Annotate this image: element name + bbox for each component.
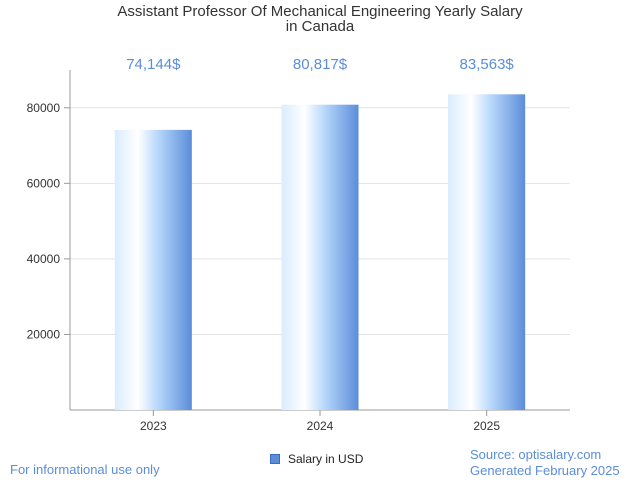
bar-2023 xyxy=(114,129,192,410)
axes: 20000 40000 60000 80000 2023 2024 2025 xyxy=(27,70,570,433)
bar-2024 xyxy=(281,104,359,410)
y-tick-label: 60000 xyxy=(27,176,61,190)
legend-label: Salary in USD xyxy=(288,452,364,466)
data-label: 74,144$ xyxy=(126,56,181,73)
generated-text: Generated February 2025 xyxy=(470,463,620,478)
bars xyxy=(114,94,526,410)
y-tick-label: 20000 xyxy=(27,327,61,341)
chart-title: Assistant Professor Of Mechanical Engine… xyxy=(0,4,640,34)
data-labels: 74,144$ 80,817$ 83,563$ xyxy=(126,56,514,73)
data-label: 80,817$ xyxy=(293,56,348,73)
disclaimer-text: For informational use only xyxy=(10,462,160,477)
data-label: 83,563$ xyxy=(460,56,515,73)
source-info: Source: optisalary.com Generated Februar… xyxy=(470,447,620,479)
x-tick-label: 2023 xyxy=(140,419,167,433)
source-text: Source: optisalary.com xyxy=(470,447,602,462)
legend: Salary in USD xyxy=(270,452,363,466)
bar-2025 xyxy=(448,94,526,410)
x-tick-label: 2024 xyxy=(307,419,334,433)
x-tick-label: 2025 xyxy=(473,419,500,433)
chart-title-line-2: in Canada xyxy=(285,18,355,35)
y-tick-label: 80000 xyxy=(27,101,61,115)
chart-title-line-1: Assistant Professor Of Mechanical Engine… xyxy=(117,3,523,20)
y-tick-label: 40000 xyxy=(27,252,61,266)
legend-swatch xyxy=(270,454,280,464)
